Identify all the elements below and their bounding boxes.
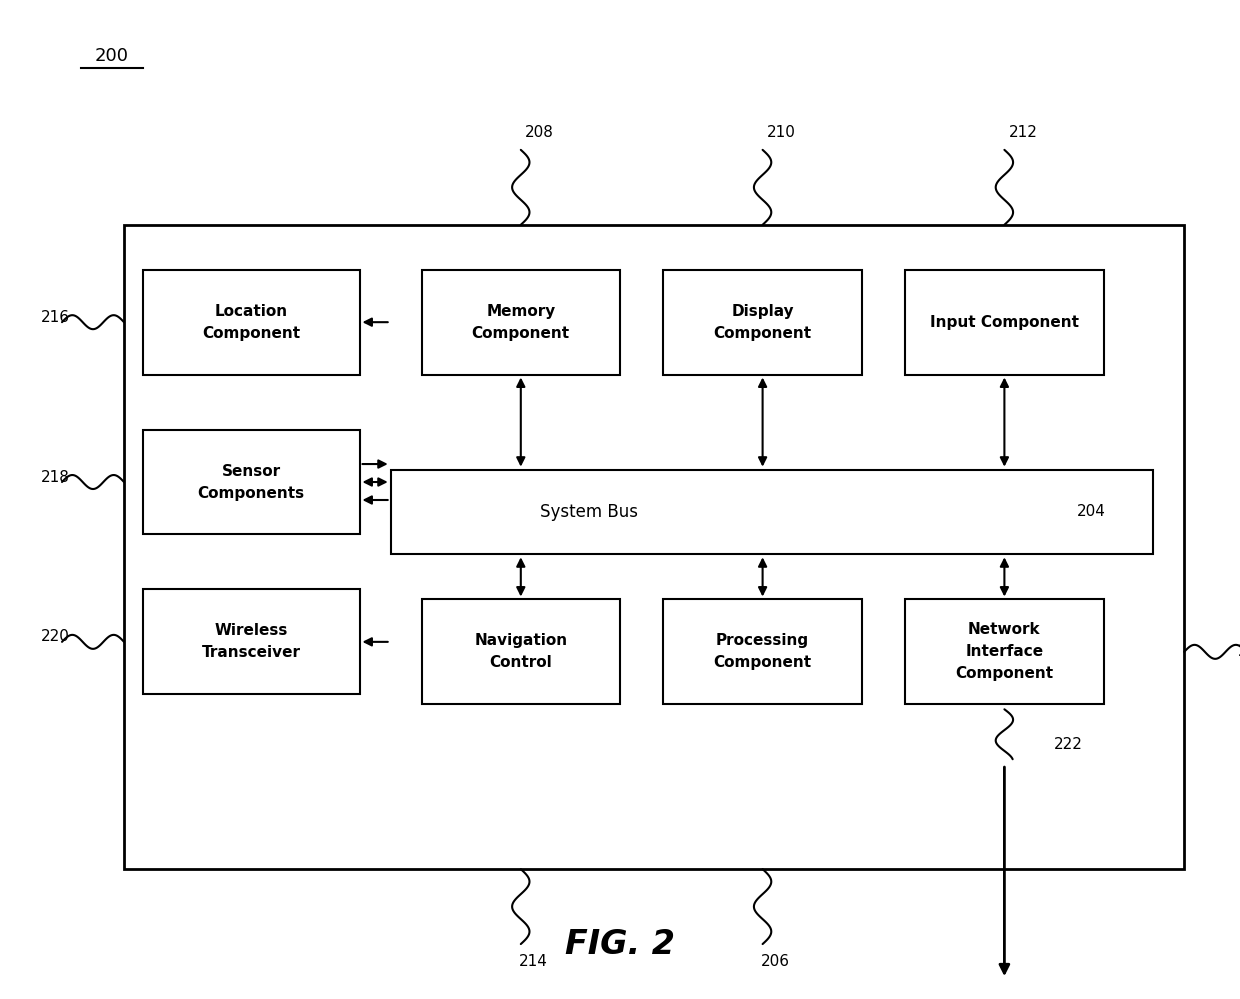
Text: 200: 200 xyxy=(94,47,129,65)
Text: 210: 210 xyxy=(766,125,796,140)
Text: Input Component: Input Component xyxy=(930,315,1079,330)
Text: Component: Component xyxy=(955,666,1054,681)
Text: Component: Component xyxy=(713,326,812,341)
Text: Interface: Interface xyxy=(965,644,1044,659)
FancyBboxPatch shape xyxy=(663,599,862,704)
FancyBboxPatch shape xyxy=(143,589,360,694)
Text: 204: 204 xyxy=(1076,504,1106,519)
Text: Sensor: Sensor xyxy=(222,464,280,479)
FancyBboxPatch shape xyxy=(663,270,862,375)
FancyBboxPatch shape xyxy=(422,599,620,704)
Text: 220: 220 xyxy=(41,629,71,644)
Text: Navigation: Navigation xyxy=(474,633,568,648)
Text: Components: Components xyxy=(197,486,305,500)
Text: Display: Display xyxy=(732,304,794,319)
FancyBboxPatch shape xyxy=(905,270,1104,375)
Text: Wireless: Wireless xyxy=(215,623,288,638)
FancyBboxPatch shape xyxy=(143,270,360,375)
Text: 216: 216 xyxy=(41,310,71,325)
Text: 214: 214 xyxy=(518,954,548,969)
FancyBboxPatch shape xyxy=(422,270,620,375)
Text: Component: Component xyxy=(713,655,812,670)
Text: 208: 208 xyxy=(525,125,554,140)
FancyBboxPatch shape xyxy=(391,470,1153,554)
Text: Component: Component xyxy=(471,326,570,341)
FancyBboxPatch shape xyxy=(124,225,1184,869)
Text: Processing: Processing xyxy=(715,633,810,648)
Text: 206: 206 xyxy=(760,954,790,969)
Text: Component: Component xyxy=(202,326,300,341)
Text: Location: Location xyxy=(215,304,288,319)
Text: 218: 218 xyxy=(41,470,71,485)
Text: FIG. 2: FIG. 2 xyxy=(565,927,675,961)
Text: Control: Control xyxy=(490,655,552,670)
Text: Transceiver: Transceiver xyxy=(202,645,300,660)
Text: 202: 202 xyxy=(1238,644,1240,659)
Text: 212: 212 xyxy=(1008,125,1038,140)
Text: Memory: Memory xyxy=(486,304,556,319)
Text: System Bus: System Bus xyxy=(539,502,639,521)
Text: Network: Network xyxy=(968,622,1040,637)
FancyBboxPatch shape xyxy=(143,430,360,534)
Text: 222: 222 xyxy=(1054,736,1083,752)
FancyBboxPatch shape xyxy=(905,599,1104,704)
